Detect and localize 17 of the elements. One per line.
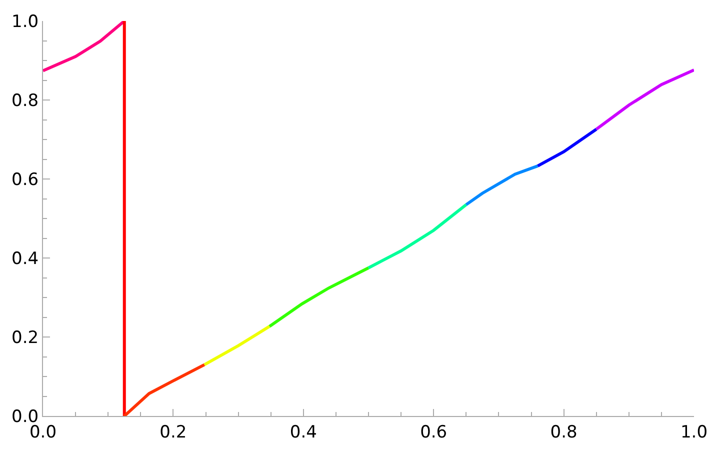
- y-tick-label: 0.8: [12, 90, 39, 111]
- x-tick-label: 0.2: [160, 422, 187, 442]
- y-tick-label: 0.6: [12, 170, 39, 190]
- line-series: [367, 203, 468, 270]
- line-series: [594, 68, 694, 131]
- y-tick-label: 1.0: [12, 12, 39, 32]
- x-tick-label: 0.0: [29, 422, 57, 442]
- x-tick-label: 0.8: [550, 422, 578, 442]
- x-tick-label: 0.4: [290, 422, 317, 442]
- y-tick-label: 0.2: [12, 328, 39, 348]
- y-tick-label: 0.4: [12, 248, 39, 269]
- x-tick-label: 1.0: [680, 422, 708, 442]
- line-series: [464, 164, 540, 206]
- line-series: [122, 363, 206, 416]
- x-tick-label: 0.6: [420, 422, 448, 442]
- line-series: [268, 266, 370, 328]
- line-series: [43, 21, 126, 72]
